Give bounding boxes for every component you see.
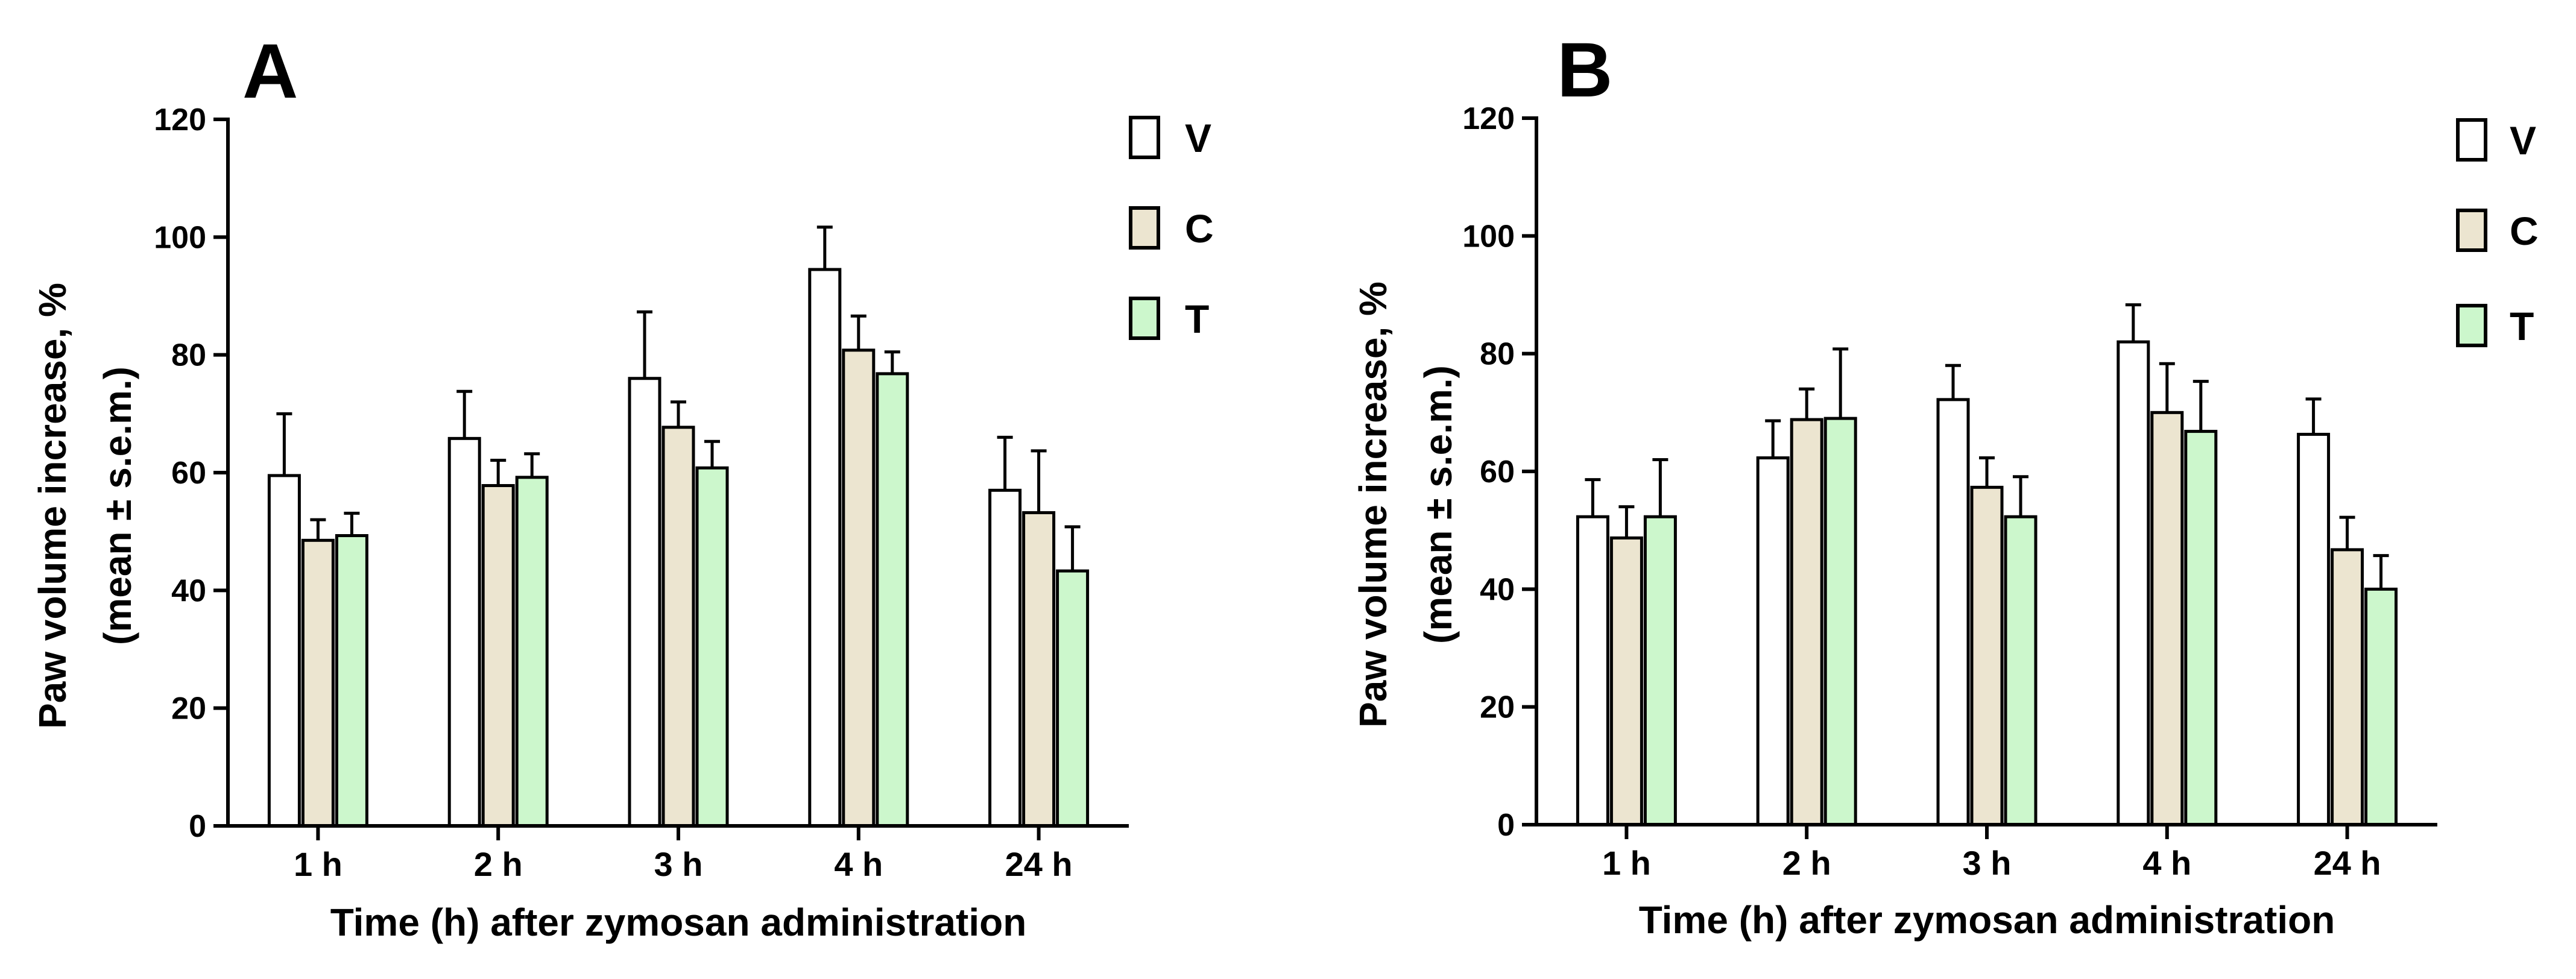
panel-a-y-tick-label-80: 80 <box>171 338 206 373</box>
panel-a-bar-t-3 <box>876 372 909 828</box>
panel-a-legend-label-v: V <box>1185 116 1211 160</box>
panel-b-bar-v-0 <box>1576 515 1609 826</box>
panel-a-bar-t-2 <box>695 466 729 828</box>
panel-a-y-tick-label-100: 100 <box>154 220 206 255</box>
panel-a-bar-v-2 <box>628 377 661 828</box>
panel-b-y-tick-label-80: 80 <box>1480 337 1515 372</box>
panel-b-bar-t-2 <box>2004 515 2038 826</box>
panel-b-chart: 0 20 40 60 80 100 120 1 h 2 h 3 h 4 h 24 h B Time (h)… <box>1351 27 2539 942</box>
panel-a-y-tick-label-20: 20 <box>171 691 206 726</box>
panel-b-bar-t-1 <box>1823 417 1857 826</box>
panel-a-bar-c-1 <box>481 483 515 828</box>
panel-a-y-tick-label-60: 60 <box>171 456 206 491</box>
panel-b-bar-t-3 <box>2184 430 2218 826</box>
panel-a-bar-v-0 <box>267 474 301 828</box>
panel-b-y-tick-label-60: 60 <box>1480 455 1515 490</box>
panel-b-y-axis-subtitle: (mean ± s.e.m.) <box>1416 365 1460 644</box>
panel-a-bar-c-0 <box>301 538 335 828</box>
panel-b-bar-t-4 <box>2364 587 2398 826</box>
panel-a-legend-label-t: T <box>1185 297 1209 341</box>
panel-a-y-tick-label-40: 40 <box>171 573 206 608</box>
panel-a-bar-v-4 <box>988 488 1022 828</box>
panel-a-bar-c-4 <box>1022 511 1056 828</box>
panel-a-category-label-2: 3 h <box>654 845 703 883</box>
panel-a-x-axis-title: Time (h) after zymosan administration <box>330 901 1027 944</box>
panel-b-category-label-2: 3 h <box>1963 844 2012 882</box>
panel-a-bar-v-3 <box>808 268 842 828</box>
panel-a-category-label-3: 4 h <box>834 845 883 883</box>
panel-a-legend-swatch-t <box>1129 297 1160 340</box>
panel-b-legend-swatch-c <box>2456 209 2487 252</box>
panel-a-category-label-1: 2 h <box>474 845 523 883</box>
panel-a-legend-swatch-c <box>1129 206 1160 250</box>
panel-b-y-tick-label-40: 40 <box>1480 572 1515 607</box>
panel-a-legend-label-c: C <box>1185 206 1214 251</box>
panel-a-category-label-4: 24 h <box>1005 845 1073 883</box>
panel-b-bar-c-3 <box>2150 411 2184 826</box>
panel-a-category-label-0: 1 h <box>294 845 343 883</box>
panel-b-y-tick-label-120: 120 <box>1462 101 1515 136</box>
panel-a-bar-v-1 <box>447 436 481 828</box>
panel-a-chart: 0 20 40 60 80 100 120 1 h 2 h 3 h 4 h 24 h A Time (h)… <box>31 28 1214 944</box>
panel-b-bar-v-1 <box>1756 456 1790 826</box>
panel-b-bar-c-1 <box>1790 418 1823 826</box>
panel-b-bar-c-4 <box>2331 548 2364 826</box>
panel-b-bar-v-4 <box>2297 432 2331 826</box>
panel-a-bar-c-2 <box>661 426 695 828</box>
panel-b-y-tick-label-100: 100 <box>1462 219 1515 254</box>
panel-a-legend-swatch-v <box>1129 116 1160 159</box>
panel-b-category-label-3: 4 h <box>2142 844 2191 882</box>
panel-b-legend-label-t: T <box>2510 304 2534 348</box>
panel-b-legend-label-v: V <box>2510 118 2536 163</box>
panel-b-category-label-4: 24 h <box>2314 844 2381 882</box>
panel-b-bar-t-0 <box>1643 515 1677 826</box>
panel-a-bar-c-3 <box>842 348 876 828</box>
panel-b-category-label-0: 1 h <box>1602 844 1651 882</box>
panel-b-letter: B <box>1557 27 1612 113</box>
panel-a-y-axis-title: Paw volume increase, % <box>31 283 74 729</box>
panel-a-y-axis-subtitle: (mean ± s.e.m.) <box>96 367 139 645</box>
panel-b-y-tick-label-0: 0 <box>1497 808 1515 843</box>
panel-b-bar-c-0 <box>1609 536 1643 826</box>
panel-b-bar-v-3 <box>2117 340 2150 826</box>
panel-b-legend-swatch-t <box>2456 304 2487 347</box>
panel-a-bar-t-0 <box>335 534 368 828</box>
panel-b-category-label-1: 2 h <box>1782 844 1831 882</box>
panel-b-y-tick-label-20: 20 <box>1480 690 1515 725</box>
panel-b-y-axis-title: Paw volume increase, % <box>1351 282 1395 728</box>
panel-a-y-tick-label-0: 0 <box>189 809 206 844</box>
panel-a-bar-t-1 <box>515 476 549 828</box>
panel-b-bar-v-2 <box>1936 398 1970 826</box>
panel-b-legend-swatch-v <box>2456 118 2487 162</box>
panel-b-bar-c-2 <box>1970 485 2004 826</box>
panel-a-y-tick-label-120: 120 <box>154 102 206 137</box>
panel-a-bar-t-4 <box>1056 569 1090 828</box>
panel-b-legend-label-c: C <box>2510 209 2539 253</box>
panel-b-x-axis-title: Time (h) after zymosan administration <box>1639 898 2335 942</box>
panel-a-letter: A <box>242 28 298 115</box>
